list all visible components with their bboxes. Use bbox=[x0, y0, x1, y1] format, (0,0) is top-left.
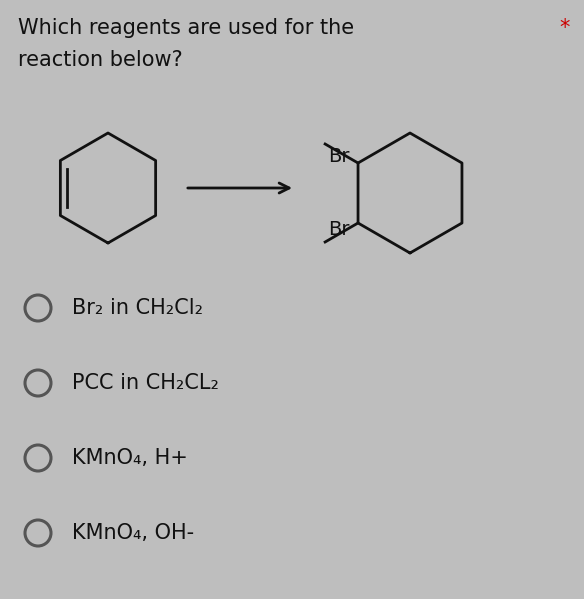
Text: Br: Br bbox=[328, 147, 350, 166]
Text: KMnO₄, OH-: KMnO₄, OH- bbox=[72, 523, 194, 543]
Text: PCC in CH₂CL₂: PCC in CH₂CL₂ bbox=[72, 373, 219, 393]
Text: *: * bbox=[559, 18, 570, 38]
Text: Br: Br bbox=[328, 220, 350, 239]
Text: KMnO₄, H+: KMnO₄, H+ bbox=[72, 448, 188, 468]
Text: Br₂ in CH₂Cl₂: Br₂ in CH₂Cl₂ bbox=[72, 298, 203, 318]
Text: Which reagents are used for the: Which reagents are used for the bbox=[18, 18, 354, 38]
Text: reaction below?: reaction below? bbox=[18, 50, 183, 70]
